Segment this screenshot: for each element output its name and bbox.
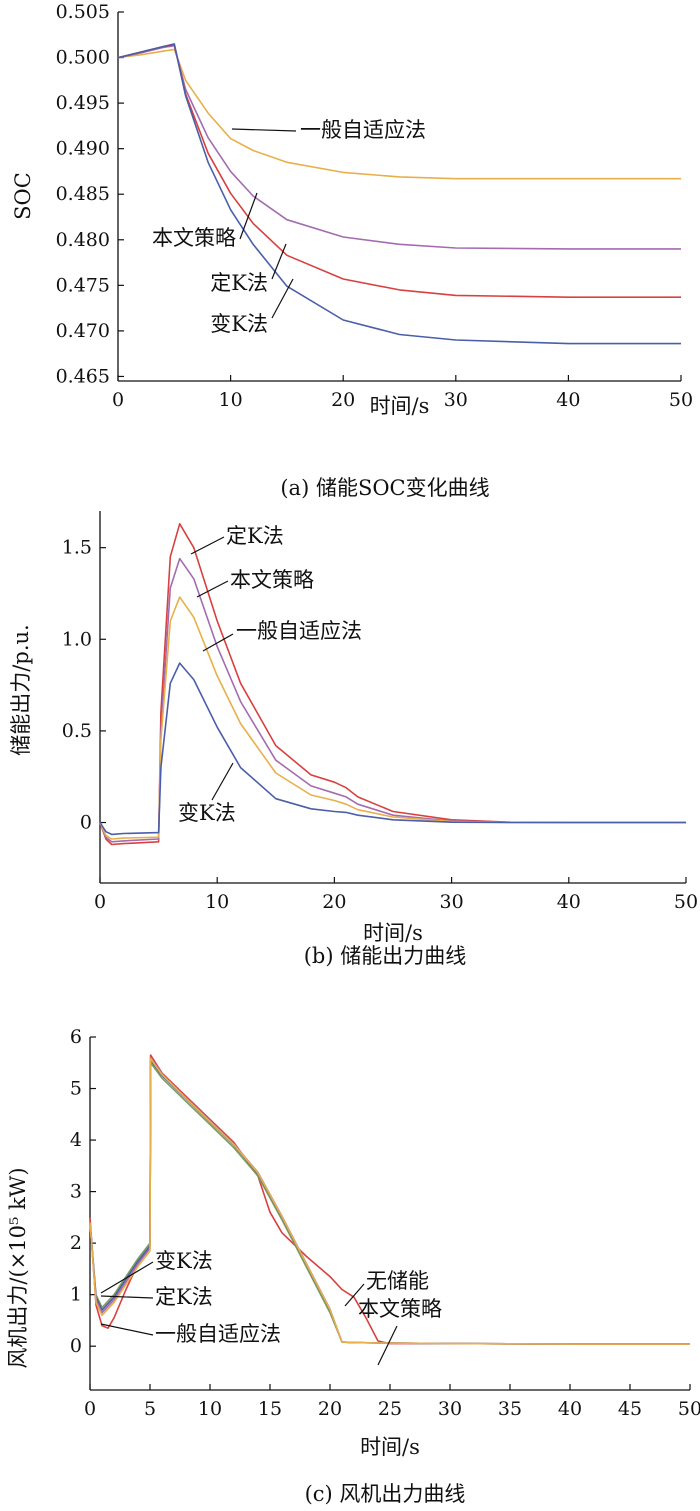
x-tick-label: 25 [378,1398,402,1420]
series-line-2 [117,44,681,298]
panel-caption: (b) 储能出力曲线 [304,944,467,968]
x-tick-label: 10 [205,891,229,913]
y-tick-label: 0.505 [56,1,110,23]
x-tick-label: 5 [144,1398,156,1420]
annotation-leader [211,762,234,801]
y-tick-label: 0.5 [62,720,92,742]
annotation-leader [100,1295,154,1299]
x-tick-label: 45 [618,1398,642,1420]
y-tick-label: 0.490 [56,138,110,160]
annotation-label: 变K法 [178,801,236,825]
x-tick-label: 50 [674,891,698,913]
annotation-label: 变K法 [155,1249,213,1273]
x-axis-label: 时间/s [370,394,430,418]
annotation-leader [190,536,225,555]
series-line-0 [99,523,686,846]
y-tick-label: 3 [70,1181,82,1203]
x-tick-label: 0 [94,891,106,913]
series-line-4 [89,1057,690,1345]
annotation-label: 本文策略 [358,1297,442,1321]
y-tick-label: 6 [70,1026,82,1048]
annotation-leader [100,1323,154,1336]
annotation-leader [231,128,297,132]
y-tick-label: 1.0 [62,628,92,650]
x-tick-label: 10 [198,1398,222,1420]
x-tick-label: 15 [258,1398,282,1420]
annotation-leader [344,1283,365,1307]
y-tick-label: 2 [70,1232,82,1254]
annotation-leader [202,633,234,652]
y-tick-label: 0 [80,812,92,834]
x-tick-label: 40 [558,1398,582,1420]
y-tick-label: 0.500 [56,47,110,69]
x-tick-label: 30 [440,891,464,913]
annotation-label: 一般自适应法 [155,1322,281,1346]
annotation-leader [239,192,258,240]
x-tick-label: 40 [556,389,580,411]
annotation-leader [271,278,294,319]
y-tick-label: 0.495 [56,92,110,114]
chart-panel-0: 0 10 20 30 40 50 0.465 0.470 0.475 0.480 0.485 0.49… [11,1,693,500]
y-tick-label: 0.465 [56,365,110,387]
series-line-1 [99,557,686,843]
panel-caption: (c) 风机出力曲线 [305,1482,466,1506]
x-tick-label: 30 [438,1398,462,1420]
y-tick-label: 0.485 [56,183,110,205]
x-tick-label: 50 [678,1398,700,1420]
x-tick-label: 30 [444,389,468,411]
series-line-3 [117,43,681,345]
x-axis-label: 时间/s [363,921,423,945]
y-tick-label: 4 [70,1129,82,1151]
x-tick-label: 10 [219,389,243,411]
annotation-label: 一般自适应法 [300,118,426,142]
y-tick-label: 1 [70,1284,82,1306]
annotation-label: 定K法 [210,271,268,295]
x-axis-label: 时间/s [360,1435,420,1459]
chart-panel-1: 0 10 20 30 40 50 0 0.5 1.0 1.5 定K法本文策略一般自适应法变K法时间/… [9,511,698,968]
series-line-3 [99,662,686,836]
x-tick-label: 0 [112,389,124,411]
annotation-leader [100,1261,154,1294]
x-tick-label: 20 [322,891,346,913]
annotation-label: 无储能 [366,1269,429,1293]
series-line-0 [117,48,681,180]
y-tick-label: 0 [70,1335,82,1357]
y-tick-label: 0.480 [56,229,110,251]
annotation-label: 变K法 [210,312,268,336]
y-axis-label: 储能出力/p.u. [9,624,33,755]
annotation-leader [271,243,287,280]
series-line-1 [117,44,681,250]
y-tick-label: 0.475 [56,274,110,296]
y-axis-label: SOC [11,172,35,220]
x-tick-label: 50 [669,389,693,411]
panel-caption: (a) 储能SOC变化曲线 [280,476,489,500]
annotation-leader [377,1325,398,1366]
annotation-label: 本文策略 [230,568,314,592]
series-line-2 [99,596,686,840]
y-tick-label: 1.5 [62,537,92,559]
y-tick-label: 0.470 [56,320,110,342]
x-tick-label: 40 [557,891,581,913]
y-axis-label: 风机出力/(×10⁵ kW) [6,1167,30,1368]
chart-panel-2: 0 5 10 15 20 25 30 35 40 45 500123456变K法定K法一般自适应法无… [6,1026,700,1506]
annotation-label: 一般自适应法 [236,619,362,643]
annotation-leader [196,580,229,598]
x-tick-label: 0 [84,1398,96,1420]
annotation-label: 定K法 [155,1285,213,1309]
y-tick-label: 5 [70,1078,82,1100]
x-tick-label: 20 [318,1398,342,1420]
x-tick-label: 35 [498,1398,522,1420]
annotation-label: 本文策略 [152,226,236,250]
x-tick-label: 20 [331,389,355,411]
annotation-label: 定K法 [226,524,284,548]
